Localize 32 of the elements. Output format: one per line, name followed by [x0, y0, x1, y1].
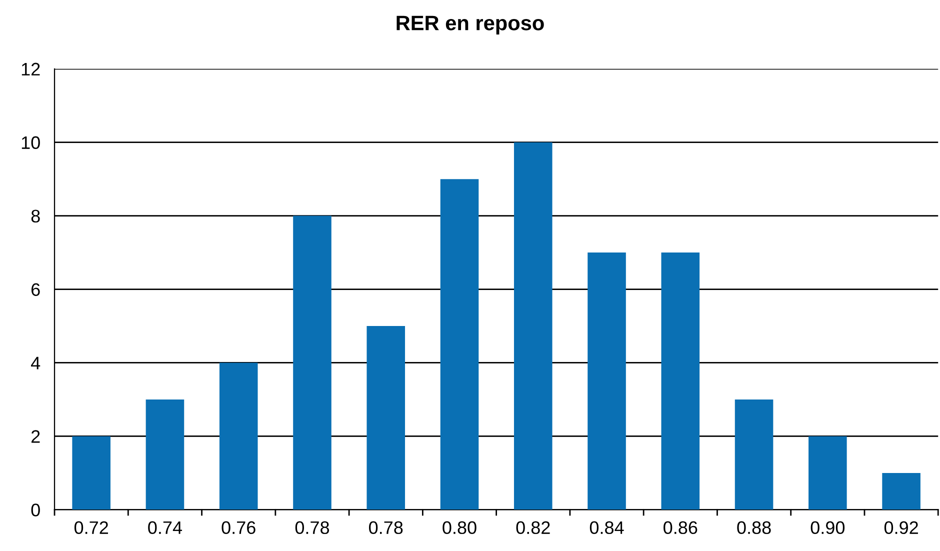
x-tick-label: 0.76: [222, 521, 256, 534]
x-tick-label: 0.82: [516, 521, 550, 534]
x-tick-label: 0.90: [810, 521, 845, 534]
bar: [440, 179, 479, 510]
x-tick-label: 0.78: [369, 521, 403, 534]
bar: [293, 216, 332, 510]
bar: [734, 399, 774, 510]
y-tick-label: 6: [32, 283, 40, 296]
y-tick-label: 8: [31, 210, 40, 223]
bar: [366, 326, 406, 510]
bar: [588, 252, 626, 510]
bar: [146, 399, 184, 510]
bar: [882, 472, 920, 510]
y-tick-label: 0: [31, 504, 40, 516]
x-tick-label: 0.86: [664, 521, 698, 534]
x-tick-label: 0.72: [74, 521, 108, 534]
x-tick-label: 0.84: [590, 521, 624, 534]
x-tick-label: 0.74: [148, 521, 182, 534]
y-tick-label: 2: [32, 430, 40, 443]
y-tick-label: 4: [31, 356, 40, 370]
x-tick-label: 0.78: [295, 521, 330, 534]
bar: [514, 142, 552, 510]
y-tick-label: 12: [22, 62, 40, 76]
bar: [219, 362, 258, 510]
bar: [72, 436, 110, 510]
bar: [808, 436, 847, 510]
x-tick-label: 0.92: [884, 521, 918, 534]
x-tick-label: 0.88: [737, 521, 771, 534]
bar: [661, 252, 700, 510]
x-tick-label: 0.80: [442, 521, 476, 534]
y-tick-label: 10: [22, 136, 40, 150]
chart-title: RER en reposo: [396, 16, 544, 35]
